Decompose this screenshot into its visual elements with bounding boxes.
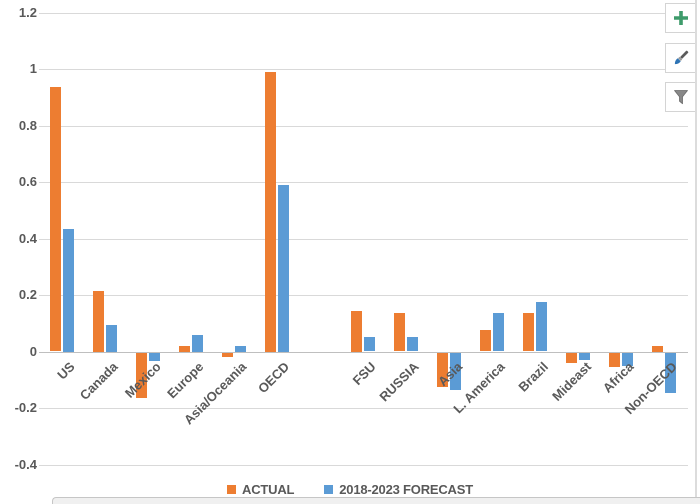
bar-actual-oecd[interactable] [265, 72, 276, 352]
x-axis-line [39, 352, 688, 353]
chart-legend: ACTUAL 2018-2023 FORECAST [0, 480, 700, 498]
bar-actual-mexico[interactable] [136, 353, 147, 398]
funnel-icon [671, 87, 691, 107]
y-axis-tick-label: 1 [29, 61, 37, 76]
y-axis-tick-label: 0.8 [18, 118, 37, 133]
bar-forecast-oecd[interactable] [278, 185, 289, 352]
bar-actual-non-oecd[interactable] [652, 346, 663, 352]
bar-actual-europe[interactable] [179, 346, 190, 352]
chart-filters-button[interactable] [665, 82, 697, 112]
x-axis-category-label: Europe [164, 359, 207, 402]
bar-actual-l-america[interactable] [480, 330, 491, 351]
y-gridline [39, 13, 688, 14]
y-axis-tick-label: 0.6 [18, 174, 37, 189]
x-axis-category-label: Canada [76, 359, 121, 403]
chart-elements-button[interactable] [665, 3, 697, 33]
bar-forecast-mexico[interactable] [149, 353, 160, 361]
legend-item-actual[interactable]: ACTUAL [227, 482, 294, 497]
bar-forecast-africa[interactable] [622, 353, 633, 366]
y-gridline [39, 295, 688, 296]
bar-forecast-asia[interactable] [450, 353, 461, 390]
legend-item-forecast[interactable]: 2018-2023 FORECAST [324, 482, 473, 497]
bar-forecast-canada[interactable] [106, 325, 117, 352]
y-axis-tick-label: -0.2 [14, 400, 37, 415]
bar-actual-us[interactable] [50, 87, 61, 351]
legend-swatch-forecast-icon [324, 484, 334, 494]
y-gridline [39, 126, 688, 127]
y-axis-tick-label: 1.2 [18, 5, 37, 20]
bar-forecast-europe[interactable] [192, 335, 203, 352]
paintbrush-icon [671, 48, 691, 68]
x-axis-category-label: OECD [255, 359, 293, 397]
y-gridline [39, 239, 688, 240]
y-gridline [39, 408, 688, 409]
bar-forecast-us[interactable] [63, 229, 74, 352]
bar-actual-asia-oceania[interactable] [222, 353, 233, 357]
y-axis-tick-label: 0 [29, 344, 37, 359]
x-axis-category-label: FSU [349, 359, 379, 388]
bar-actual-fsu[interactable] [351, 311, 362, 352]
y-gridline [39, 182, 688, 183]
bar-actual-africa[interactable] [609, 353, 620, 367]
bar-actual-asia[interactable] [437, 353, 448, 387]
bar-forecast-l-america[interactable] [493, 313, 504, 351]
legend-label-forecast: 2018-2023 FORECAST [339, 481, 473, 497]
y-gridline [39, 69, 688, 70]
bar-forecast-mideast[interactable] [579, 353, 590, 360]
bar-forecast-non-oecd[interactable] [665, 353, 676, 393]
bar-forecast-russia[interactable] [407, 337, 418, 351]
plus-icon [671, 8, 691, 28]
legend-label-actual: ACTUAL [242, 481, 295, 497]
legend-swatch-actual-icon [227, 484, 237, 494]
bar-actual-brazil[interactable] [523, 313, 534, 351]
y-axis-tick-label: -0.4 [14, 457, 37, 472]
bar-forecast-fsu[interactable] [364, 337, 375, 351]
bar-actual-russia[interactable] [394, 313, 405, 351]
chart-right-border [695, 0, 697, 497]
bar-forecast-brazil[interactable] [536, 302, 547, 351]
bar-forecast-asia-oceania[interactable] [235, 346, 246, 352]
y-axis-tick-label: 0.4 [18, 231, 37, 246]
x-axis-category-label: Mideast [548, 359, 594, 404]
y-gridline [39, 465, 688, 466]
y-axis-tick-label: 0.2 [18, 287, 37, 302]
x-axis-category-label: RUSSIA [376, 359, 422, 405]
x-axis-category-label: US [54, 359, 78, 383]
bar-actual-mideast[interactable] [566, 353, 577, 363]
bar-actual-canada[interactable] [93, 291, 104, 352]
object-below-chart-edge [52, 497, 700, 504]
x-axis-category-label: Brazil [514, 359, 551, 395]
chart-styles-button[interactable] [665, 43, 697, 73]
